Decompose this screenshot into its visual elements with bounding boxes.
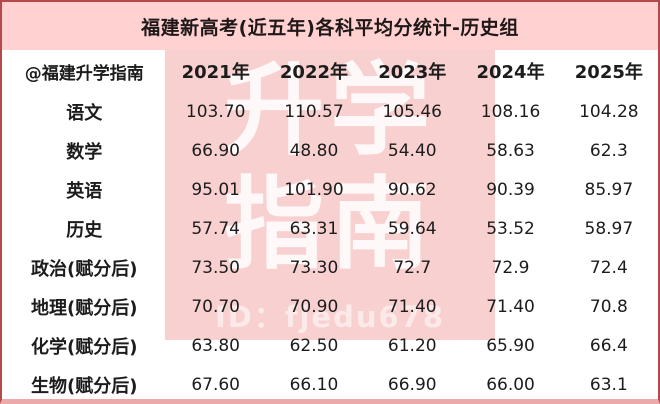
score-cell: 61.20 bbox=[387, 335, 437, 356]
watermark-line1: 升学 bbox=[224, 52, 436, 169]
header-row: @福建升学指南 2021年 2022年 2023年 2024年 2025年 bbox=[2, 50, 658, 92]
score-cell: 63.80 bbox=[191, 335, 240, 356]
table-row: 历史 57.74 63.31 59.64 53.52 58.97 bbox=[2, 209, 658, 248]
year-header: 2022年 bbox=[279, 62, 348, 83]
score-cell: 72.9 bbox=[491, 257, 530, 278]
subject-label: 英语 bbox=[66, 180, 103, 202]
score-cell: 71.40 bbox=[486, 296, 535, 317]
score-cell: 95.01 bbox=[191, 179, 240, 200]
table-row: 政治(赋分后) 73.50 73.30 72.7 72.9 72.4 bbox=[2, 248, 658, 287]
table-row: 语文 103.70 110.57 105.46 108.16 104.28 bbox=[2, 92, 658, 131]
score-cell: 73.50 bbox=[191, 257, 240, 278]
score-cell: 63.31 bbox=[289, 218, 339, 239]
score-cell: 65.90 bbox=[486, 335, 535, 356]
score-cell: 67.60 bbox=[191, 374, 240, 395]
score-cell: 90.62 bbox=[387, 179, 437, 200]
year-header: 2021年 bbox=[181, 62, 250, 83]
year-header: 2024年 bbox=[476, 62, 545, 83]
score-cell: 53.52 bbox=[486, 218, 535, 239]
table-body: 语文 103.70 110.57 105.46 108.16 104.28 数学 66.90 4… bbox=[2, 92, 658, 399]
score-cell: 71.40 bbox=[387, 296, 437, 317]
title-band: 福建新高考(近五年)各科平均分统计-历史组 bbox=[2, 2, 658, 50]
score-cell: 66.10 bbox=[289, 374, 339, 395]
score-cell: 103.70 bbox=[185, 101, 246, 122]
score-cell: 85.97 bbox=[584, 179, 634, 200]
score-cell: 63.1 bbox=[589, 374, 628, 395]
table-row: 化学(赋分后) 63.80 62.50 61.20 65.90 66.4 bbox=[2, 326, 658, 365]
score-cell: 70.8 bbox=[589, 296, 628, 317]
score-cell: 70.70 bbox=[191, 296, 240, 317]
score-cell: 73.30 bbox=[289, 257, 339, 278]
score-cell: 59.64 bbox=[387, 218, 437, 239]
score-cell: 101.90 bbox=[284, 179, 344, 200]
score-cell: 72.7 bbox=[393, 257, 432, 278]
score-cell: 110.57 bbox=[284, 101, 344, 122]
score-cell: 66.90 bbox=[191, 140, 240, 161]
watermark-line2: 指南 bbox=[224, 166, 436, 283]
score-cell: 58.63 bbox=[486, 140, 535, 161]
score-cell: 90.39 bbox=[486, 179, 535, 200]
score-cell: 72.4 bbox=[589, 257, 628, 278]
subject-label: 语文 bbox=[66, 102, 103, 124]
account-handle: @福建升学指南 bbox=[24, 63, 144, 84]
year-header: 2023年 bbox=[378, 62, 447, 83]
watermark-id: ID：fjedu678 bbox=[214, 300, 446, 334]
score-cell: 66.4 bbox=[589, 335, 628, 356]
table-row: 生物(赋分后) 67.60 66.10 66.90 66.00 63.1 bbox=[2, 365, 658, 399]
score-cell: 62.50 bbox=[289, 335, 339, 356]
page-title: 福建新高考(近五年)各科平均分统计-历史组 bbox=[141, 16, 519, 39]
score-cell: 66.90 bbox=[387, 374, 437, 395]
score-cell: 57.74 bbox=[191, 218, 240, 239]
table-row: 数学 66.90 48.80 54.40 58.63 62.3 bbox=[2, 131, 658, 170]
table-row: 英语 95.01 101.90 90.62 90.39 85.97 bbox=[2, 170, 658, 209]
subject-label: 化学(赋分后) bbox=[31, 336, 138, 358]
watermark-text: 升学 指南 bbox=[165, 54, 495, 282]
score-cell: 62.3 bbox=[589, 140, 628, 161]
score-cell: 48.80 bbox=[289, 140, 339, 161]
subject-label: 地理(赋分后) bbox=[31, 297, 138, 319]
table-row: 地理(赋分后) 70.70 70.90 71.40 71.40 70.8 bbox=[2, 287, 658, 326]
score-table: @福建升学指南 2021年 2022年 2023年 2024年 2025年 语文… bbox=[2, 50, 658, 399]
score-cell: 66.00 bbox=[486, 374, 535, 395]
score-cell: 104.28 bbox=[579, 101, 639, 122]
subject-label: 政治(赋分后) bbox=[31, 258, 138, 280]
score-cell: 54.40 bbox=[387, 140, 437, 161]
score-cell: 58.97 bbox=[584, 218, 634, 239]
watermark-block: 升学 指南 ID：fjedu678 bbox=[165, 50, 495, 340]
score-cell: 108.16 bbox=[480, 101, 541, 122]
year-header: 2025年 bbox=[574, 62, 643, 83]
subject-label: 历史 bbox=[66, 219, 103, 241]
score-cell: 105.46 bbox=[382, 101, 442, 122]
subject-label: 生物(赋分后) bbox=[31, 375, 138, 397]
score-cell: 70.90 bbox=[289, 296, 339, 317]
subject-label: 数学 bbox=[66, 141, 103, 163]
